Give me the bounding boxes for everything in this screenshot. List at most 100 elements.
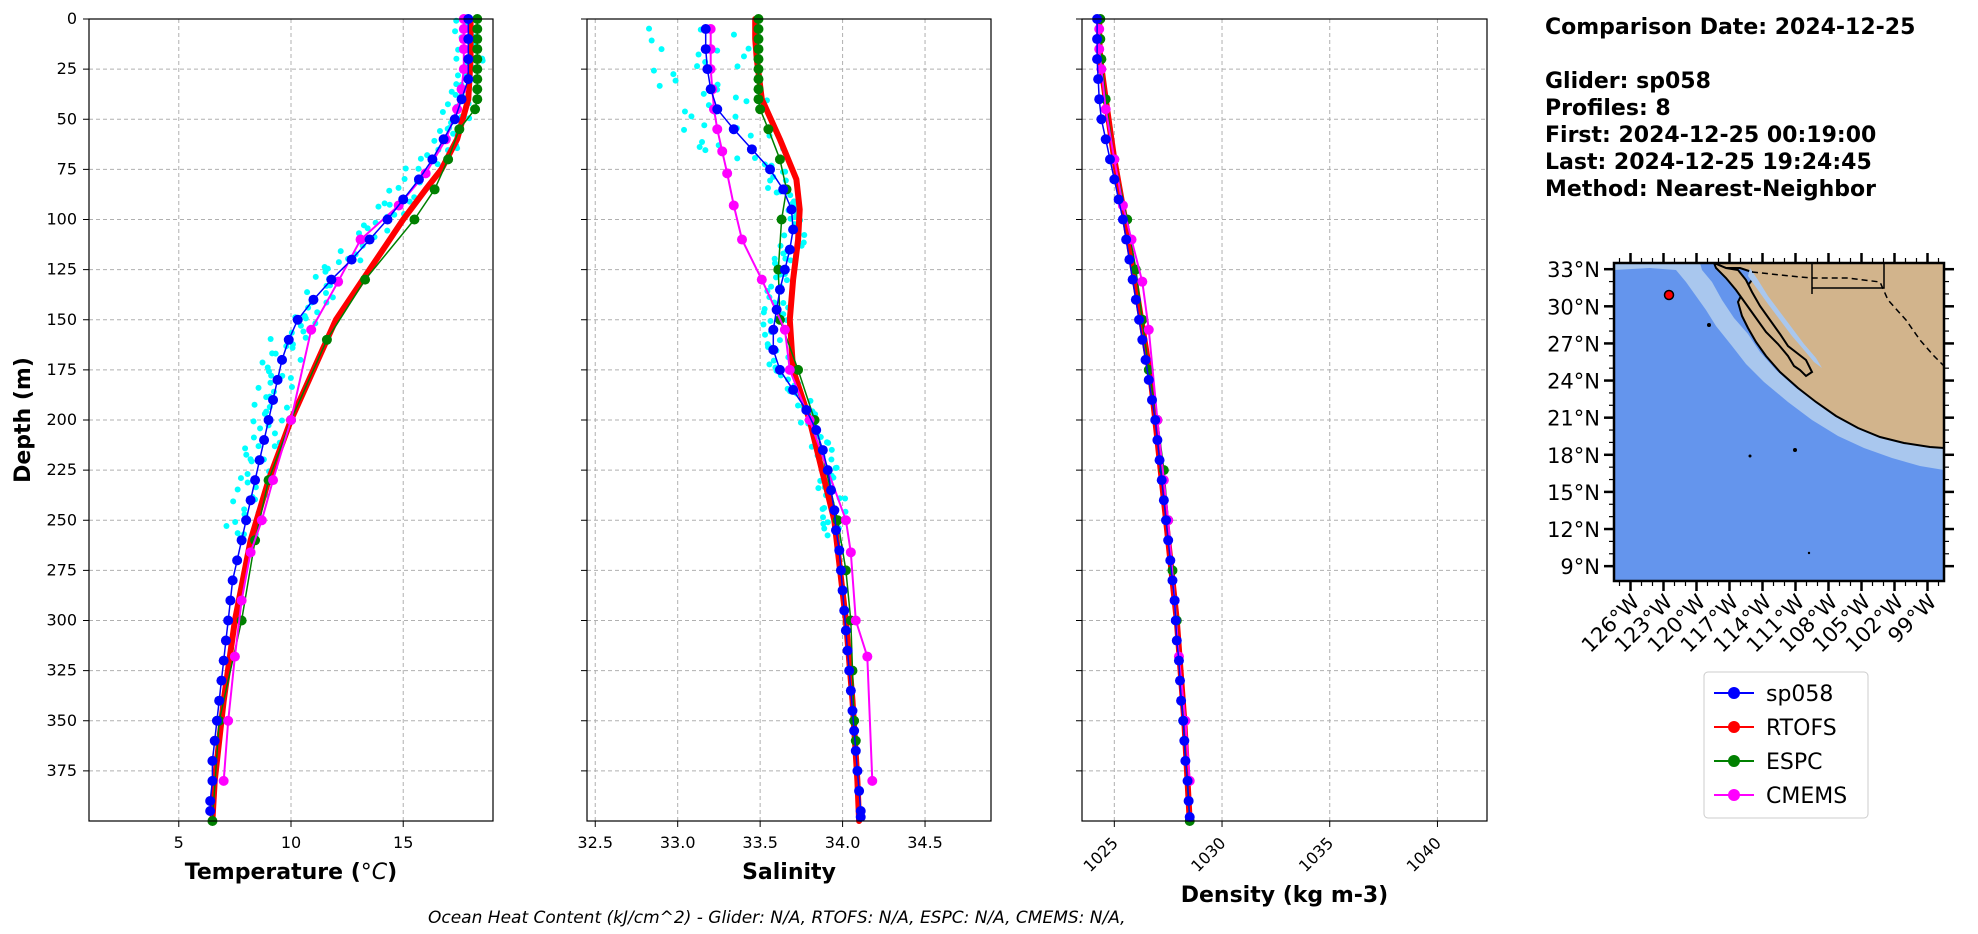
salinity-xtick-label: 33.0 xyxy=(660,833,696,852)
temperature-xlabel-text: Temperature ( xyxy=(185,860,361,885)
raw-glider-point xyxy=(743,98,750,105)
interpolation-method: Method: Nearest-Neighbor xyxy=(1545,177,1876,202)
ocean-heat-content-footer: Ocean Heat Content (kJ/cm^2) - Glider: N… xyxy=(428,908,1126,928)
raw-glider-point xyxy=(819,505,826,512)
legend-items: sp058 RTOFS ESPC CMEMS xyxy=(1714,682,1847,809)
raw-glider-point xyxy=(794,402,801,409)
temperature-ytick-label: 100 xyxy=(46,210,77,229)
legend-label-sp058: sp058 xyxy=(1766,682,1833,707)
raw-glider-point xyxy=(842,495,849,502)
temperature-point-sp058 xyxy=(427,154,438,165)
salinity-point-cmems xyxy=(722,168,733,179)
legend: sp058 RTOFS ESPC CMEMS xyxy=(1703,671,1869,819)
density-point-cmems xyxy=(1094,24,1105,35)
salinity-point-sp058 xyxy=(765,164,776,175)
raw-glider-point xyxy=(242,445,249,452)
temperature-point-sp058 xyxy=(463,34,474,45)
density-point-sp058 xyxy=(1180,755,1191,766)
raw-glider-point xyxy=(300,328,307,335)
map-content xyxy=(1614,263,1944,581)
map-lat-label: 27°N xyxy=(1547,332,1600,356)
glider-location-marker xyxy=(1663,289,1675,301)
raw-glider-point xyxy=(695,51,702,58)
raw-glider-point xyxy=(760,321,767,328)
raw-glider-point xyxy=(234,530,241,537)
temperature-point-cmems xyxy=(420,168,431,179)
salinity-point-espc xyxy=(753,44,764,55)
salinity-point-sp058 xyxy=(784,244,795,255)
temperature-point-espc xyxy=(409,214,420,225)
salinity-point-espc xyxy=(776,214,787,225)
density-point-sp058 xyxy=(1178,715,1189,726)
salinity-point-sp058 xyxy=(826,485,837,496)
temperature-point-espc xyxy=(470,104,481,115)
map-lat-label: 12°N xyxy=(1547,518,1600,542)
density-point-sp058 xyxy=(1117,214,1128,225)
density-point-sp058 xyxy=(1124,254,1135,265)
map-land-baja-california xyxy=(1712,263,1814,378)
temperature-point-sp058 xyxy=(308,294,319,305)
raw-glider-point xyxy=(415,165,422,172)
temperature-point-sp058 xyxy=(449,114,460,125)
raw-glider-point xyxy=(431,137,438,144)
salinity-point-espc xyxy=(753,34,764,45)
temperature-point-sp058 xyxy=(236,535,247,546)
raw-glider-point xyxy=(824,519,831,526)
raw-glider-point xyxy=(699,138,706,145)
map-frame xyxy=(1612,261,1946,583)
salinity-point-sp058 xyxy=(834,545,845,556)
temperature-point-espc xyxy=(472,84,483,95)
temperature-ytick-label: 275 xyxy=(46,560,77,579)
legend-label-espc: ESPC xyxy=(1766,750,1823,775)
raw-glider-point xyxy=(650,67,657,74)
raw-glider-point xyxy=(815,485,822,492)
density-point-sp058 xyxy=(1171,635,1182,646)
raw-glider-point xyxy=(232,519,239,526)
raw-glider-point xyxy=(386,201,393,208)
map-island-2 xyxy=(1748,454,1752,458)
temperature-point-sp058 xyxy=(216,675,227,686)
salinity-ticks: 32.5 33.0 33.5 34.0 34.5 xyxy=(577,18,943,852)
legend-swatch-marker xyxy=(1728,755,1740,767)
density-point-sp058 xyxy=(1093,74,1104,85)
salinity-point-sp058 xyxy=(705,84,716,95)
salinity-point-sp058 xyxy=(817,445,828,456)
temperature-xtick-label: 5 xyxy=(174,833,184,852)
temperature-point-sp058 xyxy=(209,735,220,746)
temperature-point-sp058 xyxy=(205,805,216,816)
salinity-point-sp058 xyxy=(811,425,822,436)
temperature-point-espc xyxy=(443,154,454,165)
temperature-point-sp058 xyxy=(398,194,409,205)
salinity-point-sp058 xyxy=(839,605,850,616)
raw-glider-point xyxy=(257,425,264,432)
raw-glider-point xyxy=(700,90,707,97)
raw-glider-point xyxy=(436,128,443,135)
salinity-point-sp058 xyxy=(835,565,846,576)
salinity-point-sp058 xyxy=(855,811,866,822)
density-series xyxy=(1092,14,1195,826)
salinity-point-cmems xyxy=(737,234,748,245)
salinity-point-sp058 xyxy=(702,64,713,75)
raw-glider-point xyxy=(444,101,451,108)
density-point-sp058 xyxy=(1109,174,1120,185)
temperature-panel: 5 10 1502550751001251501752002252502753003… xyxy=(11,9,494,885)
temperature-ytick-label: 75 xyxy=(57,159,77,178)
density-point-sp058 xyxy=(1170,615,1181,626)
raw-glider-point xyxy=(271,430,278,437)
density-point-sp058 xyxy=(1169,595,1180,606)
density-point-sp058 xyxy=(1165,555,1176,566)
temperature-point-espc xyxy=(321,334,332,345)
temperature-point-espc xyxy=(472,34,483,45)
raw-glider-point xyxy=(287,374,294,381)
temperature-point-sp058 xyxy=(326,274,337,285)
raw-glider-point xyxy=(267,379,274,386)
raw-glider-point xyxy=(243,451,250,458)
raw-glider-point xyxy=(401,176,408,183)
salinity-point-espc xyxy=(793,364,804,375)
temperature-point-sp058 xyxy=(364,234,375,245)
salinity-point-cmems xyxy=(840,515,851,526)
raw-glider-point xyxy=(751,154,758,161)
salinity-point-espc xyxy=(849,715,860,726)
raw-glider-point xyxy=(357,257,364,264)
density-point-sp058 xyxy=(1161,515,1172,526)
